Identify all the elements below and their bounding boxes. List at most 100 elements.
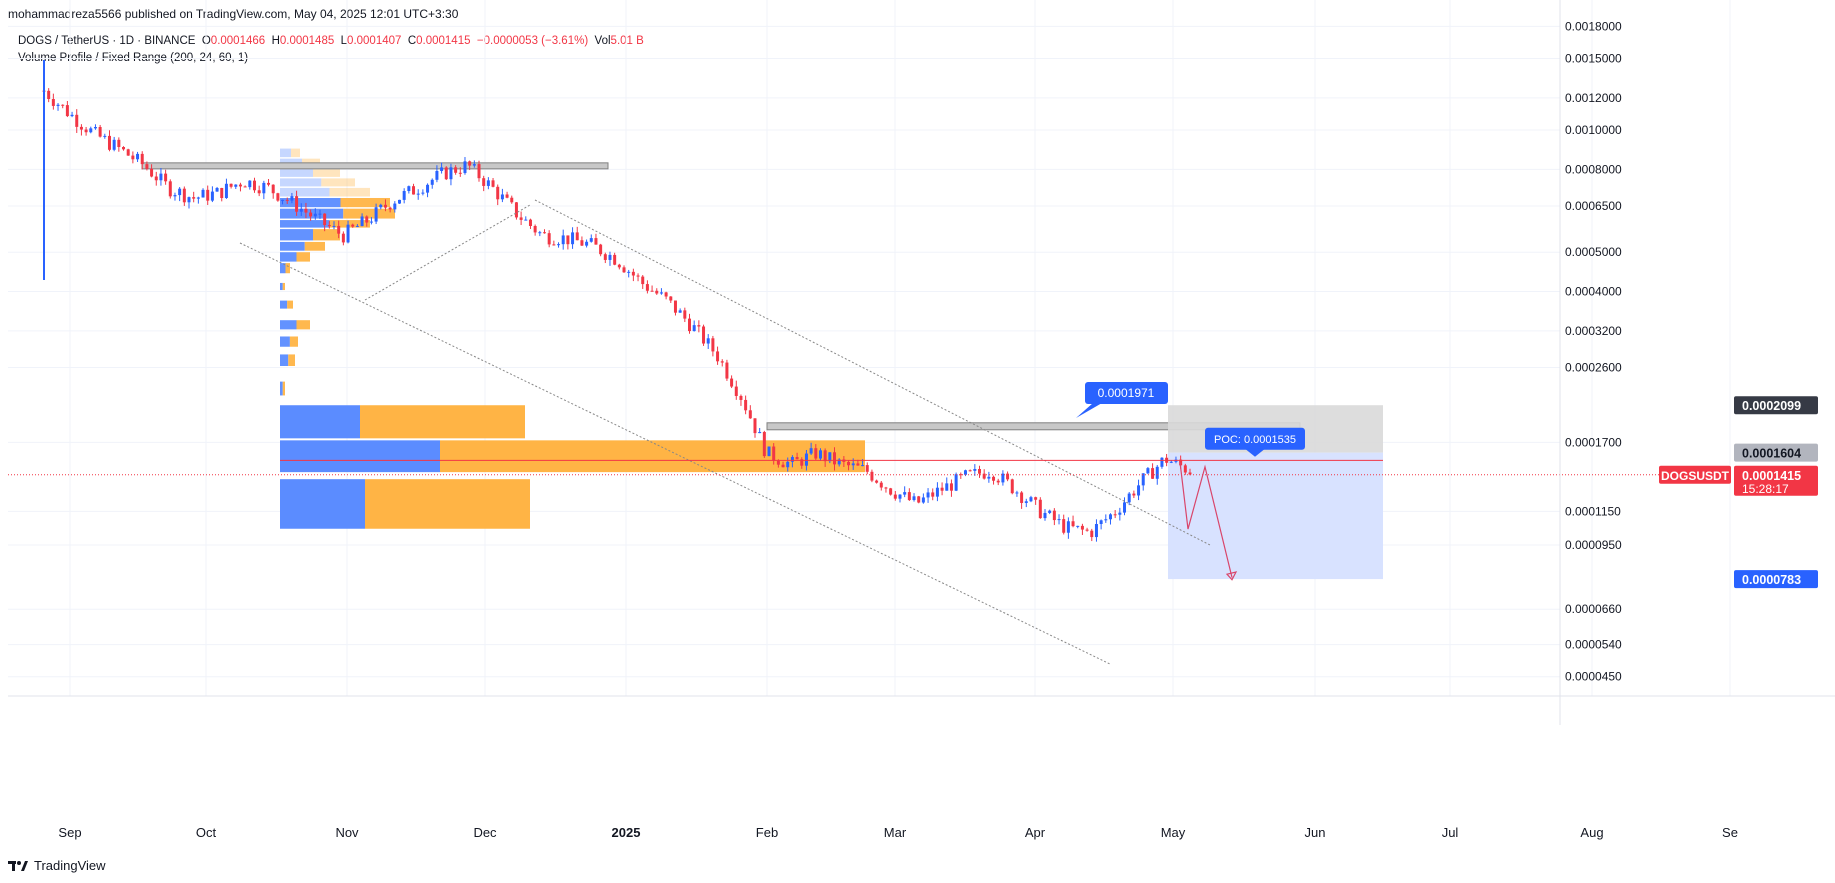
price-tick-label: 0.0000660 [1565, 602, 1622, 616]
candle-body [238, 184, 242, 187]
time-tick-label: Nov [335, 825, 359, 840]
candle-body [346, 224, 350, 243]
vp-up-bar [280, 381, 283, 396]
symbol-name[interactable]: DOGS / TetherUS · 1D · BINANCE [18, 35, 196, 47]
vp-down-bar [313, 169, 340, 177]
candle-body [173, 195, 177, 197]
candle-body [1015, 492, 1019, 494]
candle-body [412, 186, 416, 195]
candle-body [744, 399, 748, 411]
price-tick-label: 0.0004000 [1565, 285, 1622, 299]
candle-body [355, 226, 359, 228]
candle-body [117, 139, 121, 148]
candle-body [379, 204, 383, 208]
candle-body [140, 153, 144, 165]
high-label: H [271, 35, 280, 47]
price-tick-label: 0.0001700 [1565, 435, 1622, 449]
candle-body [1169, 461, 1173, 463]
vp-down-bar [285, 263, 290, 274]
candles [42, 60, 1192, 542]
candle-body [524, 219, 528, 221]
candle-body [949, 483, 953, 491]
candle-body [790, 457, 794, 462]
price-tick-label: 0.0018000 [1565, 19, 1622, 33]
vp-up-bar [280, 354, 289, 366]
vp-down-bar [288, 354, 295, 366]
volume-profile [280, 148, 865, 529]
candle-body [65, 105, 69, 117]
candle-body [168, 181, 172, 197]
vp-down-bar [289, 336, 298, 347]
vp-down-bar [360, 405, 525, 439]
candle-body [739, 395, 743, 400]
callout-pointer [1076, 402, 1102, 418]
candle-body [702, 326, 706, 344]
channel-line [239, 242, 1111, 665]
candle-body [444, 167, 448, 180]
candle-body [795, 457, 799, 460]
candle-body [804, 453, 808, 466]
candle-body [730, 378, 734, 387]
candle-body [982, 473, 986, 479]
vp-up-bar [280, 229, 313, 241]
candle-body [814, 448, 818, 459]
candle-body [599, 244, 603, 255]
candle-body [496, 186, 500, 200]
candle-body [992, 476, 996, 481]
price-label-text: 0.0001604 [1742, 447, 1801, 461]
vp-up-bar [280, 187, 330, 197]
candle-body [1020, 492, 1024, 503]
candle-body [557, 244, 561, 246]
candle-body [514, 202, 518, 218]
candle-body [290, 196, 294, 201]
candle-body [79, 126, 83, 130]
price-tick-label: 0.0000450 [1565, 670, 1622, 684]
candle-body [870, 471, 874, 481]
candle-body [1034, 497, 1038, 500]
projection-arrow-head [1225, 571, 1238, 581]
candle-body [304, 208, 308, 213]
tradingview-footer[interactable]: TradingView [8, 858, 106, 873]
candle-body [542, 232, 546, 234]
candle-body [299, 208, 303, 212]
candle-body [959, 474, 963, 476]
time-tick-label: Jun [1305, 825, 1326, 840]
candle-body [341, 233, 345, 243]
close-label: C [407, 35, 417, 47]
vp-down-bar [340, 197, 390, 208]
candle-body [907, 492, 911, 501]
time-axis: Sep Oct Nov Dec 2025 Feb Mar Apr May Jun Jul Aug Se [8, 695, 1835, 840]
candle-body [655, 290, 659, 294]
candle-body [533, 225, 537, 233]
candle-body [397, 199, 401, 204]
vp-up-bar [280, 479, 365, 529]
candle-body [767, 446, 771, 457]
candle-body [224, 183, 228, 199]
candle-body [56, 104, 60, 106]
candle-body [636, 275, 640, 277]
candle-body [75, 114, 79, 127]
candle-body [365, 216, 369, 223]
candle-body [538, 232, 542, 234]
candle-body [164, 173, 168, 182]
candle-body [917, 496, 921, 503]
price-tick-label: 0.0001150 [1565, 504, 1621, 518]
price-tick-label: 0.0008000 [1565, 162, 1622, 176]
price-label-text: 0.0000783 [1742, 573, 1801, 587]
candle-body [500, 194, 504, 200]
candle-body [262, 182, 266, 194]
vp-up-bar [280, 148, 291, 158]
indicator-legend[interactable]: Volume Profile / Fixed Range (200, 24, 6… [18, 52, 249, 64]
candle-body [940, 487, 944, 491]
vp-down-bar [440, 440, 865, 473]
candle-body [486, 180, 490, 186]
candle-body [178, 188, 182, 196]
price-tick-label: 0.0000540 [1565, 638, 1622, 652]
candle-body [285, 199, 289, 201]
candle-body [318, 213, 322, 215]
candle-body [673, 300, 677, 313]
candle-body [762, 431, 766, 457]
candle-body [963, 470, 967, 475]
candle-body [800, 459, 804, 466]
